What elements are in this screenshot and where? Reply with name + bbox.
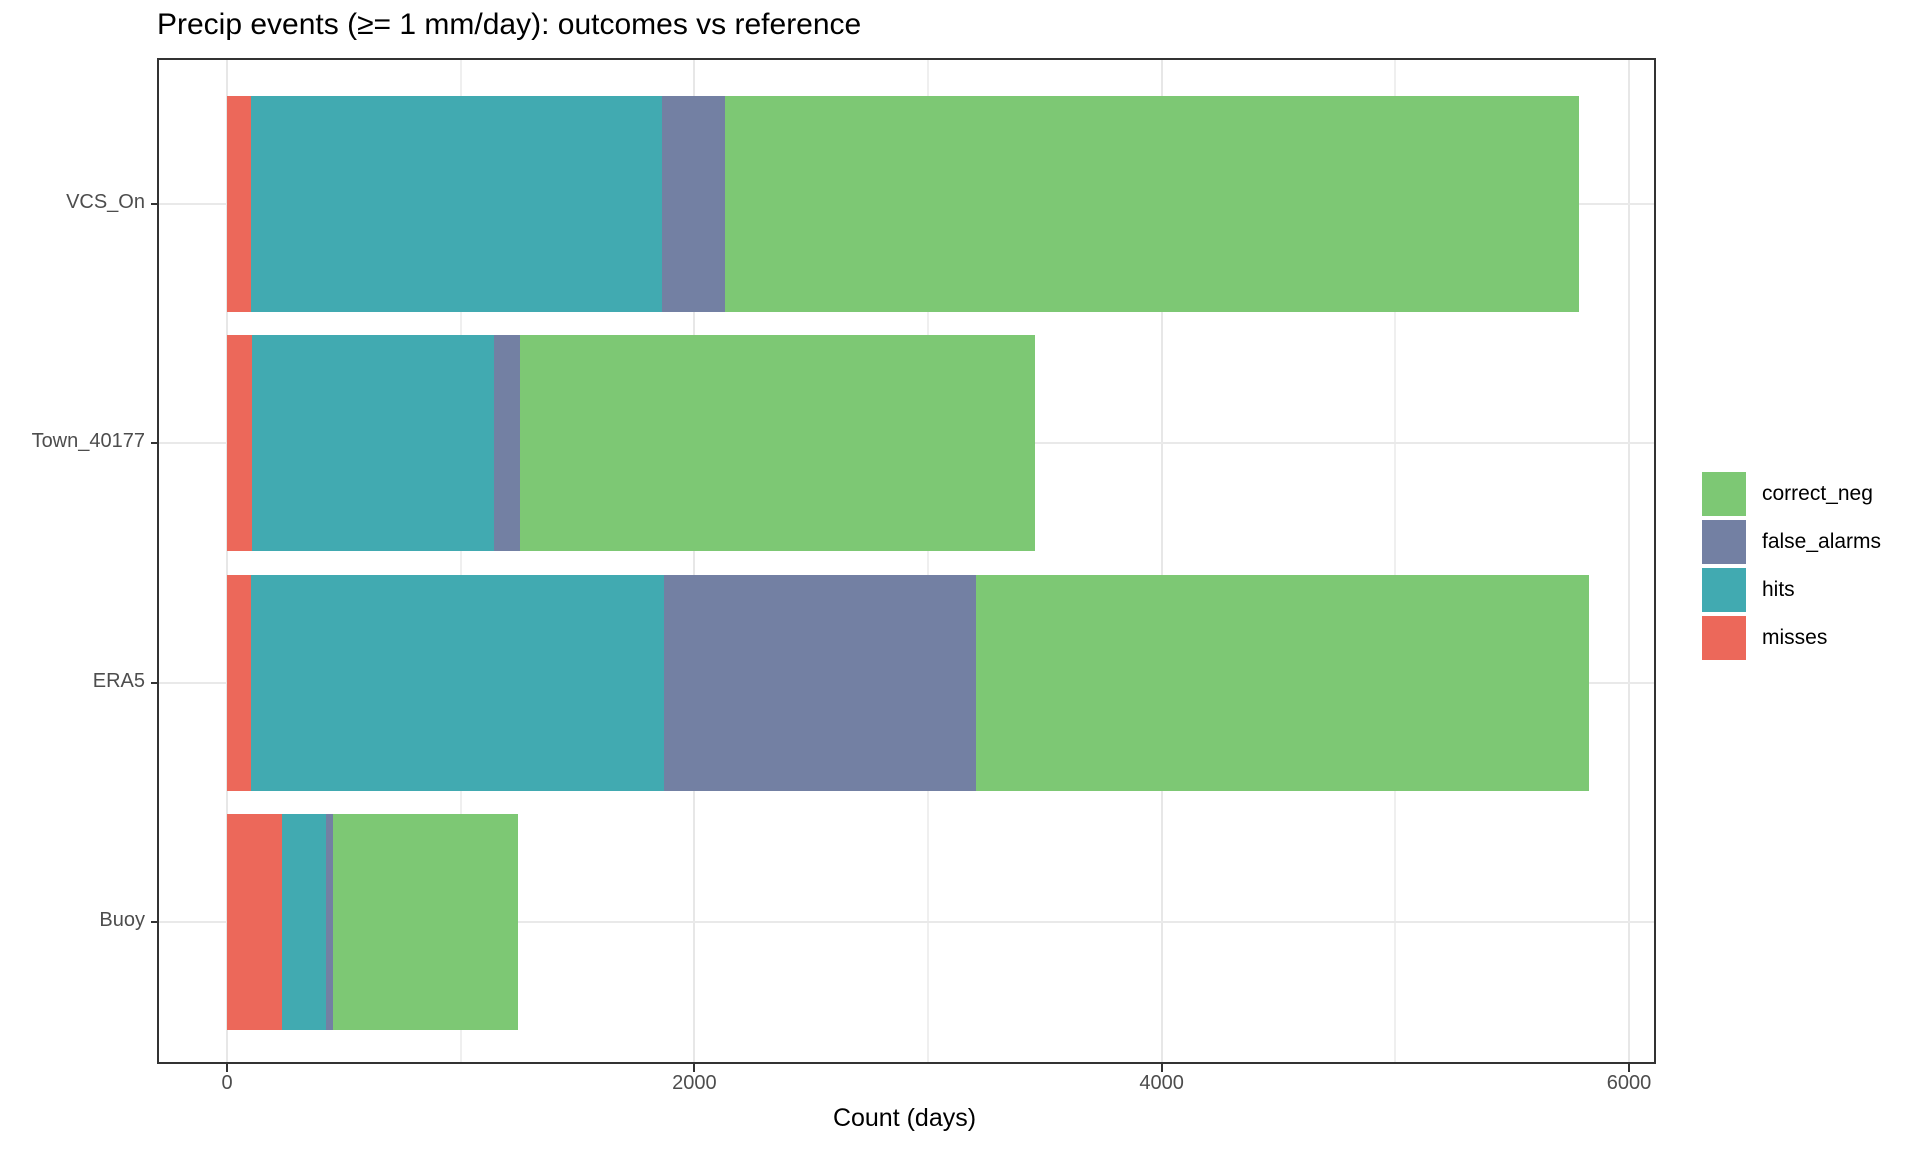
y-tick xyxy=(151,203,159,205)
x-tick xyxy=(226,1064,228,1072)
legend-item-correct_neg: correct_neg xyxy=(1702,472,1881,516)
legend-swatch-hits xyxy=(1702,568,1746,612)
legend-swatch-correct_neg xyxy=(1702,472,1746,516)
bar-row-town_40177 xyxy=(159,335,1654,552)
chart-title: Precip events (≥= 1 mm/day): outcomes vs… xyxy=(157,8,862,41)
bar-row-era5 xyxy=(159,574,1654,791)
x-tick-label: 6000 xyxy=(1606,1072,1652,1094)
legend-item-misses: misses xyxy=(1702,616,1881,660)
legend-item-false_alarms: false_alarms xyxy=(1702,520,1881,564)
legend-label: correct_neg xyxy=(1762,482,1873,505)
major-gridline xyxy=(693,60,696,1062)
legend-label: hits xyxy=(1762,578,1795,601)
x-tick-label: 0 xyxy=(221,1072,233,1094)
x-tick xyxy=(1628,1064,1630,1072)
bar-row-buoy xyxy=(159,814,1654,1030)
major-gridline xyxy=(226,60,228,1062)
legend-swatch-misses xyxy=(1702,616,1746,660)
bar-segment-false_alarms xyxy=(664,574,976,791)
y-tick xyxy=(151,442,159,445)
y-tick xyxy=(151,921,159,923)
bar-row-vcs_on xyxy=(159,96,1654,312)
y-axis-label-town_40177: Town_40177 xyxy=(31,430,145,453)
y-axis-label-vcs_on: VCS_On xyxy=(66,191,145,213)
x-tick-label: 4000 xyxy=(1139,1072,1184,1094)
bar-segment-false_alarms xyxy=(325,814,333,1030)
minor-gridline xyxy=(459,60,462,1062)
bar-segment-correct_neg xyxy=(332,814,518,1030)
x-tick xyxy=(1160,1064,1163,1072)
bar-segment-correct_neg xyxy=(724,96,1579,312)
y-tick xyxy=(151,681,159,684)
x-tick xyxy=(693,1064,696,1072)
major-gridline xyxy=(1628,60,1630,1062)
x-axis-title: Count (days) xyxy=(832,1104,977,1132)
bar-segment-misses xyxy=(227,814,282,1030)
bar-segment-hits xyxy=(281,814,326,1030)
bar-segment-correct_neg xyxy=(975,574,1590,791)
bar-segment-misses xyxy=(227,96,252,312)
bar-segment-false_alarms xyxy=(494,335,520,552)
major-gridline xyxy=(1160,60,1163,1062)
legend-swatch-false_alarms xyxy=(1702,520,1746,564)
legend-label: misses xyxy=(1762,626,1828,649)
legend-item-hits: hits xyxy=(1702,568,1881,612)
bar-segment-misses xyxy=(227,335,252,552)
minor-gridline xyxy=(1394,60,1397,1062)
bar-segment-hits xyxy=(251,335,495,552)
bar-segment-correct_neg xyxy=(519,335,1036,552)
category-gridline xyxy=(159,921,1654,923)
bar-segment-hits xyxy=(251,96,663,312)
minor-gridline xyxy=(927,60,929,1062)
x-tick-label: 2000 xyxy=(672,1072,717,1094)
legend-label: false_alarms xyxy=(1762,530,1882,553)
y-axis-label-buoy: Buoy xyxy=(99,909,145,931)
bar-segment-false_alarms xyxy=(662,96,725,312)
y-axis-label-era5: ERA5 xyxy=(92,669,145,692)
plot-panel xyxy=(157,58,1656,1064)
bar-segment-hits xyxy=(251,574,665,791)
bar-segment-misses xyxy=(227,574,252,791)
